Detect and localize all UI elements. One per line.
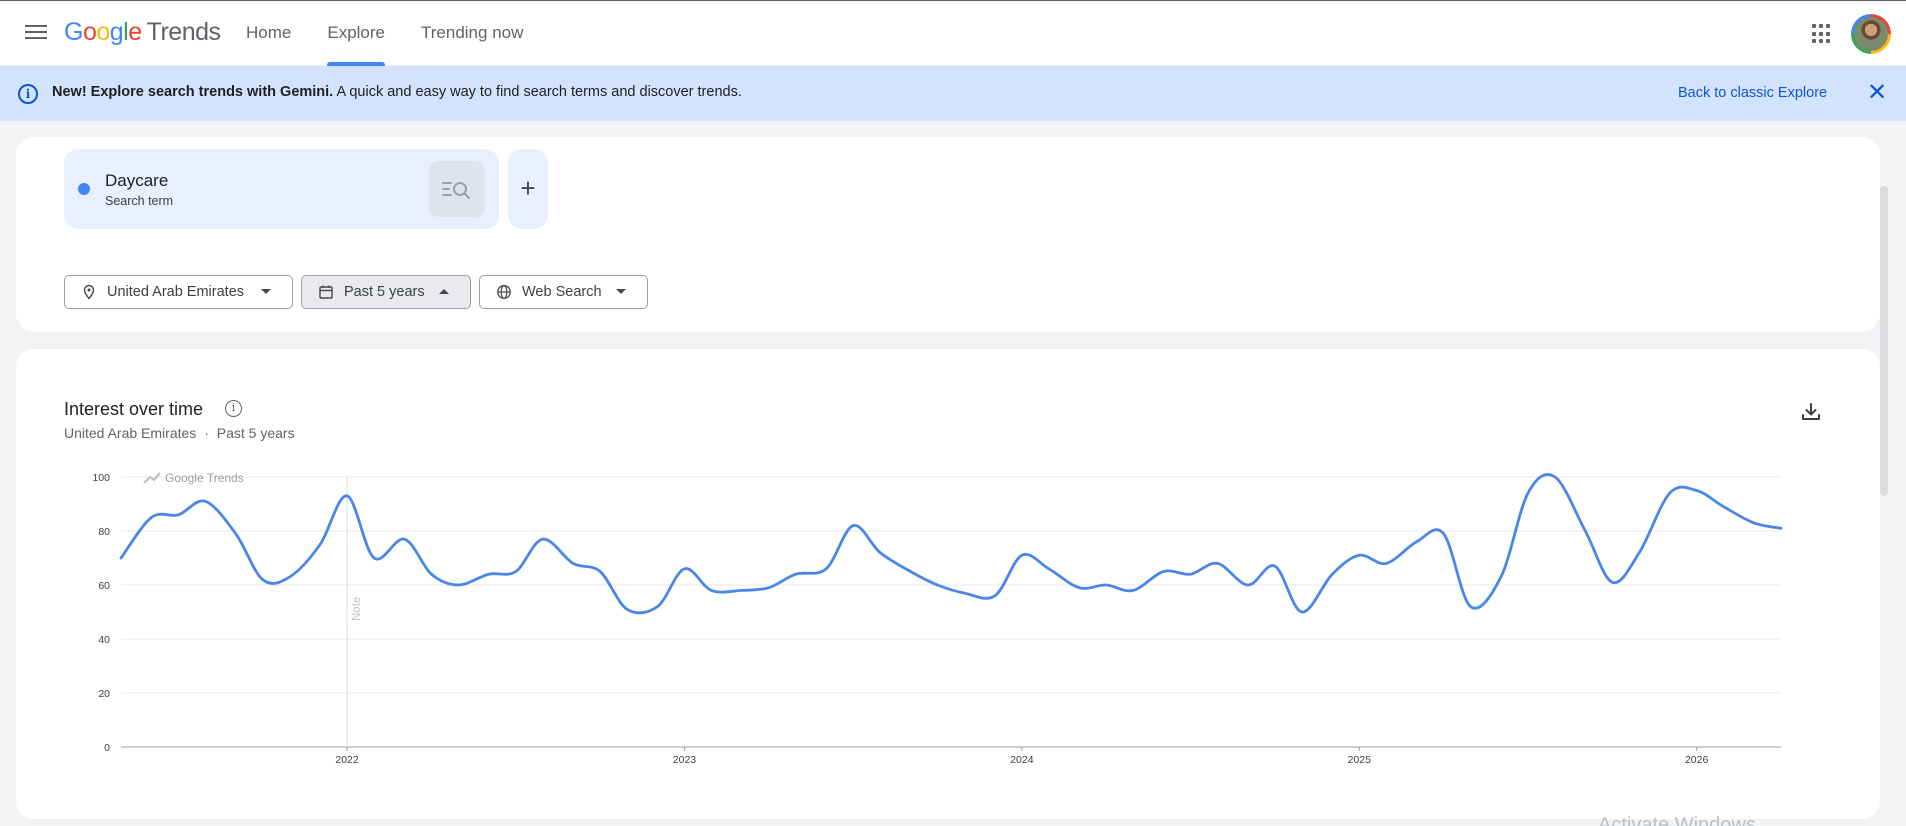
y-tick-label: 60 [98, 580, 110, 592]
x-tick-label: 2024 [1010, 754, 1034, 766]
term-color-dot [78, 183, 90, 195]
nav-trending-now[interactable]: Trending now [421, 23, 524, 42]
chart-grid [121, 476, 1781, 748]
back-to-classic-link[interactable]: Back to classic Explore [1678, 85, 1828, 101]
calendar-icon [319, 285, 333, 299]
x-tick-label: 2022 [335, 754, 359, 766]
series-line-0 [119, 473, 1783, 615]
logo-trends-text: Trends [146, 18, 221, 46]
property-filter[interactable]: Web Search [479, 275, 648, 309]
nav-home[interactable]: Home [246, 23, 292, 42]
google-apps-icon[interactable] [1812, 24, 1832, 44]
x-tick-label: 2025 [1348, 754, 1372, 766]
info-icon: i [18, 84, 38, 104]
nav-explore[interactable]: Explore [309, 1, 403, 66]
property-filter-label: Web Search [522, 284, 602, 300]
account-avatar[interactable] [1851, 14, 1891, 54]
y-tick-label: 40 [98, 634, 110, 646]
subtitle-period: Past 5 years [216, 425, 295, 441]
y-tick-label: 80 [98, 526, 110, 538]
region-filter[interactable]: United Arab Emirates [64, 275, 293, 309]
logo-google-text: Google [64, 18, 142, 46]
add-comparison-button[interactable]: + [508, 149, 548, 229]
top-bar: Google Trends Home Explore Trending now [0, 0, 1906, 66]
term-name: Daycare [105, 171, 169, 190]
trending-line-icon [143, 472, 161, 484]
gemini-banner: i New! Explore search trends with Gemini… [0, 66, 1906, 121]
banner-message: New! Explore search trends with Gemini. … [52, 84, 742, 100]
search-list-icon [442, 182, 470, 199]
x-tick-label: 2023 [673, 754, 697, 766]
banner-body-text: A quick and easy way to find search term… [336, 84, 742, 100]
google-trends-logo[interactable]: Google Trends [64, 18, 221, 47]
search-term-chip[interactable]: Daycare Search term [64, 149, 499, 229]
download-csv-icon[interactable] [1800, 401, 1822, 423]
google-trends-watermark: Google Trends [165, 471, 244, 485]
chart-axes: 0 20 40 60 80 100 2022 2023 2024 2025 2026 Note Goog… [92, 471, 1708, 766]
y-tick-label: 20 [98, 688, 110, 700]
page-scrollbar[interactable] [1880, 186, 1888, 496]
close-icon[interactable]: ✕ [1866, 79, 1888, 106]
note-label: Note [351, 597, 363, 621]
region-filter-label: United Arab Emirates [107, 284, 245, 300]
y-tick-label: 0 [104, 742, 110, 754]
chevron-down-icon [616, 289, 626, 294]
activate-windows-watermark: Activate Windows [1598, 814, 1756, 826]
help-info-icon[interactable]: i [225, 400, 242, 417]
banner-bold-text: New! Explore search trends with Gemini. [52, 84, 334, 100]
chart-series [119, 473, 1783, 615]
term-type: Search term [105, 194, 174, 208]
search-term-button[interactable] [429, 161, 485, 217]
interest-line-chart: 0 20 40 60 80 100 2022 2023 2024 2025 2026 Note Goog… [92, 471, 1783, 766]
period-filter-label: Past 5 years [344, 284, 425, 300]
chart-title: Interest over time [64, 399, 204, 419]
y-tick-label: 100 [92, 472, 110, 484]
chevron-up-icon [439, 289, 449, 294]
chart-subtitle: United Arab Emirates · Past 5 years [64, 425, 295, 441]
main-menu-icon[interactable] [22, 21, 50, 45]
subtitle-separator: · [204, 425, 209, 441]
search-terms-card: Daycare Search term + United Arab Emirat… [16, 137, 1880, 332]
period-filter[interactable]: Past 5 years [301, 275, 471, 309]
interest-over-time-card: Interest over time i United Arab Emirate… [16, 349, 1880, 819]
main-nav: Home Explore Trending now [228, 1, 541, 66]
subtitle-region: United Arab Emirates [64, 425, 197, 441]
globe-icon [497, 285, 511, 299]
chevron-down-icon [261, 289, 271, 294]
x-tick-label: 2026 [1685, 754, 1709, 766]
location-pin-icon [83, 284, 95, 300]
